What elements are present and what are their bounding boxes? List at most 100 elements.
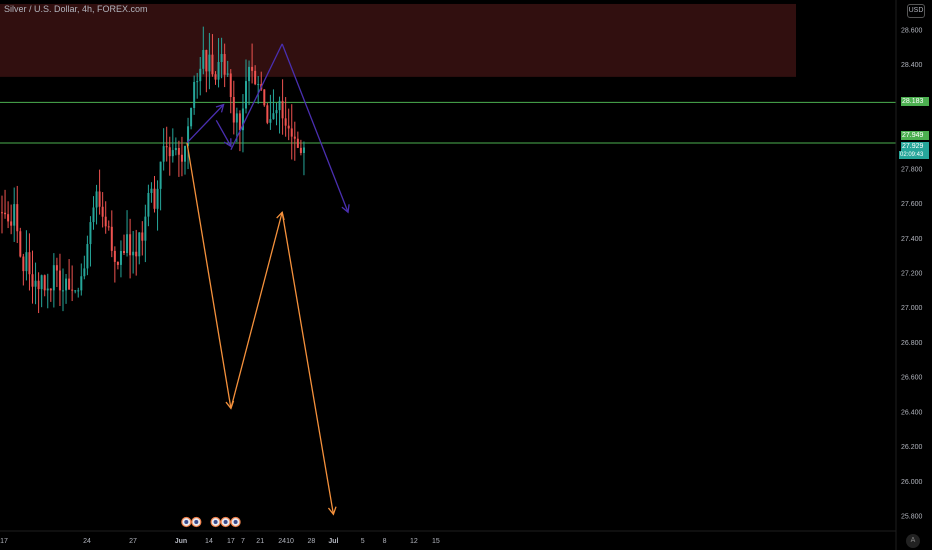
candle-body-43 <box>132 251 135 256</box>
projection-arrowhead-1-0 <box>225 400 235 410</box>
candle-body-62 <box>190 107 193 127</box>
price-tick-label: 26.400 <box>901 409 923 416</box>
price-tick-label: 26.200 <box>901 444 923 451</box>
candle-body-18 <box>55 265 58 271</box>
projection-segment-0-1[interactable] <box>215 119 232 147</box>
candle-body-9 <box>28 252 31 275</box>
candle-body-54 <box>165 146 168 148</box>
resistance-zone <box>0 3 796 77</box>
time-tick-label: 7 <box>241 538 245 545</box>
price-tick-label: 26.800 <box>901 340 923 347</box>
candle-body-52 <box>159 161 162 189</box>
candle-body-78 <box>238 113 241 131</box>
projection-arrowhead-1-2 <box>327 506 337 516</box>
candle-body-28 <box>86 244 89 269</box>
candle-body-42 <box>129 234 132 256</box>
time-tick-label: Jun <box>175 538 187 545</box>
candle-body-26 <box>80 276 83 291</box>
symbol-title[interactable]: Silver / U.S. Dollar, 4h, FOREX.com <box>4 4 148 14</box>
candle-body-49 <box>150 188 153 193</box>
candle-body-90 <box>275 110 278 114</box>
candle-body-61 <box>187 126 190 146</box>
price-axis[interactable]: 28.60028.40028.20028.00027.80027.60027.4… <box>901 28 923 521</box>
event-markers-layer[interactable] <box>181 516 241 528</box>
projection-segment-0-2[interactable] <box>230 43 283 151</box>
candle-body-75 <box>229 73 232 97</box>
candle-body-51 <box>156 188 159 209</box>
time-tick-label: 21 <box>256 538 264 545</box>
price-tick-label: 27.600 <box>901 201 923 208</box>
candle-body-2 <box>7 214 10 222</box>
candle-body-13 <box>40 275 43 290</box>
candle-body-95 <box>290 128 293 137</box>
projection-arrowhead-0-1 <box>223 138 232 148</box>
level-lines-layer <box>0 101 896 144</box>
candle-body-58 <box>177 147 180 155</box>
candle-body-83 <box>254 70 257 85</box>
candle-body-30 <box>92 207 95 223</box>
time-axis[interactable]: 17 24 27 Jun 7 10 14 17 21 24 28 Jul 5 8 12 15 <box>0 538 440 545</box>
candle-body-40 <box>123 251 125 254</box>
candle-body-53 <box>162 146 165 162</box>
candle-body-45 <box>138 232 141 257</box>
candlesticks-layer <box>1 26 305 314</box>
candle-body-23 <box>71 289 74 291</box>
time-tick-label: 28 <box>308 538 316 545</box>
candle-body-32 <box>98 191 101 207</box>
currency-button[interactable]: USD <box>907 4 925 18</box>
projection-segment-0-0[interactable] <box>186 104 225 144</box>
candle-body-97 <box>296 138 299 148</box>
candle-body-34 <box>104 216 107 227</box>
time-tick-label: 17 <box>0 538 8 545</box>
projection-arrowhead-1-1 <box>276 210 285 221</box>
candle-body-69 <box>211 54 214 75</box>
candle-body-72 <box>220 54 223 62</box>
candle-body-88 <box>269 119 272 123</box>
candle-body-59 <box>180 154 183 162</box>
candle-body-63 <box>193 81 196 108</box>
candle-body-74 <box>226 73 229 75</box>
candle-body-57 <box>174 147 177 151</box>
current-price-tag: 27.929 <box>901 142 929 151</box>
candle-body-66 <box>202 50 205 69</box>
candle-body-5 <box>16 204 19 232</box>
projection-segment-1-0[interactable] <box>186 142 232 409</box>
candle-body-15 <box>46 288 49 291</box>
projection-segment-1-1[interactable] <box>230 212 283 409</box>
candle-body-7 <box>22 256 25 272</box>
candle-body-31 <box>95 191 98 208</box>
price-tick-label: 27.400 <box>901 236 923 243</box>
candle-body-80 <box>245 81 247 109</box>
event-flag-icon <box>233 520 238 524</box>
price-tick-label: 25.800 <box>901 514 923 521</box>
auto-scale-button[interactable]: A <box>906 534 920 548</box>
candle-body-89 <box>272 113 275 120</box>
candle-body-65 <box>199 68 202 82</box>
candle-body-46 <box>141 232 144 241</box>
candle-body-3 <box>10 221 13 226</box>
candle-body-70 <box>214 74 217 80</box>
price-tick-label: 27.200 <box>901 271 923 278</box>
projection-segment-1-2[interactable] <box>281 212 335 515</box>
candle-body-47 <box>144 216 147 241</box>
candle-body-86 <box>263 89 266 106</box>
time-tick-label: 14 <box>205 538 213 545</box>
candle-body-38 <box>116 261 119 265</box>
candle-body-67 <box>205 50 208 72</box>
candle-body-73 <box>223 54 226 75</box>
price-tick-label: 28.600 <box>901 28 923 35</box>
event-flag-icon <box>213 520 218 524</box>
candle-body-81 <box>248 66 251 82</box>
support-price-tag: 27.949 <box>901 131 929 140</box>
time-tick-label: 8 <box>383 538 387 545</box>
bar-countdown: 02:09:43 <box>899 151 929 159</box>
time-tick-label: 17 <box>227 538 235 545</box>
candle-body-20 <box>62 290 64 292</box>
candle-body-68 <box>208 54 211 72</box>
projection-segment-0-3[interactable] <box>281 43 349 213</box>
candle-body-37 <box>113 250 116 262</box>
candle-body-92 <box>281 100 284 119</box>
candle-body-6 <box>19 231 22 257</box>
